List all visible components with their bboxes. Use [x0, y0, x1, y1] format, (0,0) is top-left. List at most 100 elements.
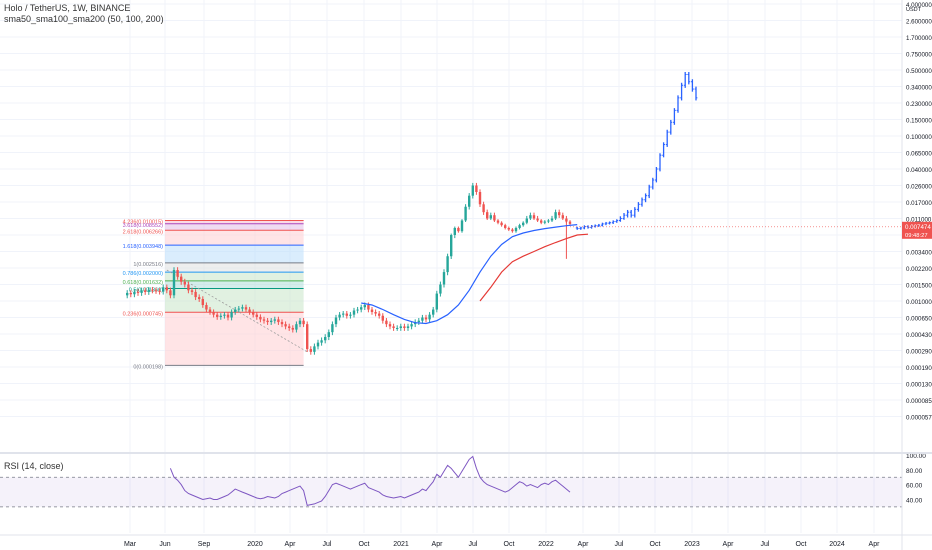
price-candle [399, 326, 402, 328]
price-candle [190, 290, 194, 292]
time-tick-label: Apr [285, 541, 297, 548]
price-candle [223, 314, 226, 316]
rsi-legend: RSI (14, close) [4, 461, 64, 471]
price-candle [172, 270, 176, 296]
price-candle [226, 314, 230, 318]
price-tick-label: 0.011000 [906, 217, 932, 224]
price-candle [385, 320, 388, 325]
price-candle [154, 290, 158, 292]
price-tick-label: 0.230000 [906, 101, 932, 108]
price-candle [136, 291, 140, 293]
price-tick-label: 0.001000 [906, 299, 932, 306]
price-candle [320, 340, 323, 343]
price-candle [547, 220, 550, 222]
indicator-legend: sma50_sma100_sma200 (50, 100, 200) [4, 14, 164, 24]
rsi-tick-label: 40.00 [906, 497, 923, 504]
rsi-panel: 100.00 80.00 60.00 40.00 [0, 453, 926, 508]
price-candle [327, 332, 330, 338]
price-candle [180, 276, 183, 282]
price-candle [216, 314, 219, 317]
chart-title: Holo / TetherUS, 1W, BINANCE [4, 3, 131, 13]
time-tick-label: Apr [578, 541, 590, 548]
price-candle [460, 220, 464, 232]
price-candle [338, 314, 341, 318]
price-candle [248, 309, 251, 313]
price-candle [388, 324, 392, 327]
price-tick-label: 0.340000 [906, 85, 932, 92]
price-candle [165, 287, 168, 291]
price-candle [334, 317, 338, 325]
price-candle [543, 221, 546, 223]
price-candle [511, 229, 514, 232]
time-tick-label: 2020 [247, 541, 263, 548]
price-candle [187, 284, 190, 291]
price-candle [493, 215, 496, 221]
price-candle [133, 291, 136, 295]
price-tick-label: 1.700000 [906, 35, 932, 42]
price-candle [529, 215, 532, 219]
price-candle [439, 284, 442, 294]
price-candle [500, 222, 503, 226]
price-candle [568, 221, 572, 224]
price-candle [244, 307, 248, 310]
price-candle [468, 195, 471, 207]
time-tick-label: Apr [869, 541, 881, 548]
price-candle [126, 292, 129, 296]
fib-zone [165, 223, 304, 231]
price-candle [255, 314, 258, 317]
price-tick-label: 0.017000 [906, 200, 932, 207]
price-candle [565, 218, 568, 222]
price-tick-label: 0.003400 [906, 250, 932, 257]
time-tick-label: Jun [159, 541, 170, 548]
time-tick-label: Sep [198, 541, 211, 548]
price-tick-label: 0.001500 [906, 283, 932, 290]
price-candle [158, 290, 161, 292]
price-candle [457, 227, 460, 232]
price-tick-label: 0.000085 [906, 398, 932, 405]
time-tick-label: Oct [504, 541, 515, 548]
price-candle [331, 324, 334, 333]
price-tick-label: 0.000057 [906, 415, 932, 422]
price-candle [151, 289, 154, 291]
price-candle [525, 218, 528, 223]
price-candle [162, 287, 165, 292]
price-candle [374, 312, 377, 314]
countdown-value: 09:48:27 [905, 233, 928, 239]
price-candle [356, 309, 359, 311]
price-candle [144, 290, 147, 292]
price-candle [504, 225, 507, 228]
price-candle [273, 319, 276, 321]
price-candle [345, 313, 348, 316]
price-candle [442, 272, 446, 285]
price-candle [378, 313, 381, 316]
price-candle [237, 308, 240, 310]
time-tick-label: Jul [615, 541, 624, 548]
price-candle [352, 310, 356, 315]
price-candle [489, 215, 492, 219]
price-candle [306, 324, 309, 350]
sma100-line [479, 233, 589, 302]
price-candle [417, 320, 420, 323]
price-candle [291, 327, 294, 330]
price-candle [208, 309, 212, 313]
fib-level-label: 0.786(0.002000) [123, 271, 164, 277]
price-tick-label: 0.000430 [906, 332, 932, 339]
price-candle [514, 227, 518, 232]
price-candle [147, 289, 150, 292]
rsi-tick-label: 80.00 [906, 468, 923, 475]
time-tick-label: Apr [432, 541, 444, 548]
price-candles [126, 182, 572, 355]
price-candle [230, 312, 233, 318]
price-candle [496, 220, 500, 223]
price-candle [432, 309, 435, 315]
price-candle [169, 290, 172, 296]
grid-lines [0, 0, 902, 533]
price-candle [270, 320, 273, 323]
price-candle [212, 312, 215, 315]
fib-level-label: 0.236(0.000745) [123, 311, 164, 317]
price-candle [129, 292, 132, 295]
price-candle [421, 317, 424, 321]
